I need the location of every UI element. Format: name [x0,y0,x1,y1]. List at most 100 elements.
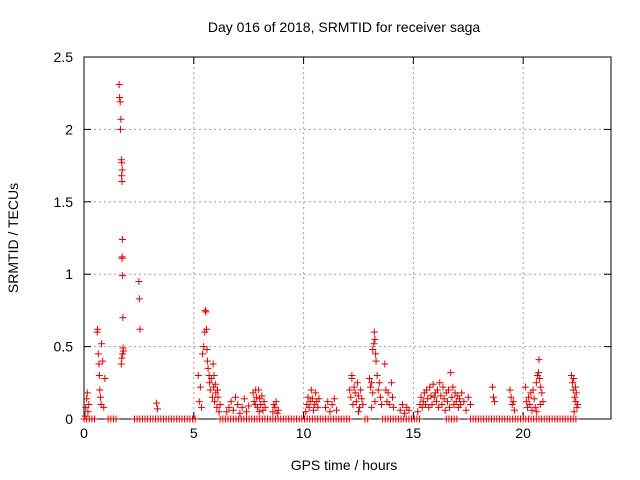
data-point [250,398,258,406]
data-point [117,115,125,123]
data-point [213,403,221,411]
data-point [535,356,543,364]
data-point [81,412,89,420]
data-point [574,401,582,409]
data-point [98,340,106,348]
grid-lines [84,57,611,419]
data-point [118,178,126,186]
x-axis-label: GPS time / hours [291,457,398,473]
data-point [375,379,383,387]
data-point [381,360,389,368]
data-point [371,335,379,343]
data-point [135,277,143,285]
data-point [196,383,204,391]
data-point [117,360,125,368]
data-point [309,406,317,414]
data-point [136,325,144,333]
data-point [225,403,233,411]
data-point [118,166,126,174]
data-point [234,401,242,409]
data-point [201,306,209,314]
data-point [356,403,364,411]
axis-ticks: 0 5 10 15 20 0 0.5 1 1.5 2 2.5 [54,49,611,441]
data-point [536,401,544,409]
data-point [414,408,422,416]
data-point [269,408,277,416]
data-point [429,380,437,388]
data-point [258,392,266,400]
data-point [346,386,354,394]
data-point [94,325,102,333]
data-point [372,357,380,365]
y-tick-label: 2 [65,121,73,137]
data-point [99,357,107,365]
data-point [455,395,463,403]
data-point [245,402,253,410]
data-point [210,383,218,391]
data-point [425,403,433,411]
data-point [535,369,543,377]
data-point [423,386,431,394]
data-point [464,393,472,401]
data-point [118,159,126,167]
data-point [215,408,223,416]
data-point [378,401,386,409]
data-point [453,415,461,423]
data-point [242,408,250,416]
data-point [405,406,413,414]
data-point [532,379,540,387]
data-point [212,389,220,397]
data-point [432,398,440,406]
data-point [82,403,90,411]
data-point [389,393,397,401]
data-point [367,383,375,391]
x-tick-label: 0 [80,425,88,441]
data-point [521,383,529,391]
data-point [374,386,382,394]
data-point [307,386,315,394]
data-point [364,415,372,423]
data-point [326,408,334,416]
data-point [506,386,514,394]
data-point [530,395,538,403]
data-point [116,98,124,106]
data-point [508,401,516,409]
data-point [119,314,127,322]
data-point [96,386,104,394]
data-point [348,372,356,380]
data-point [570,374,578,382]
data-point [426,383,434,391]
data-point [365,374,373,382]
data-point [466,401,474,409]
data-point [214,386,222,394]
data-point [507,393,515,401]
data-point [101,374,109,382]
data-point [488,383,496,391]
data-point [434,386,442,394]
data-point [209,360,217,368]
data-point [206,379,214,387]
data-point [531,403,539,411]
data-point [351,389,359,397]
data-point [439,383,447,391]
data-point [95,360,103,368]
data-point [510,406,518,414]
data-point [369,389,377,397]
data-point [385,401,393,409]
data-point [308,395,316,403]
data-point [421,401,429,409]
data-point [204,364,212,372]
data-point [238,403,246,411]
data-point [572,398,580,406]
data-point [529,386,537,394]
data-point [83,389,91,397]
data-point [315,395,323,403]
data-points [80,81,582,423]
data-point [416,415,424,423]
data-point [260,398,268,406]
data-point [447,369,455,377]
data-point [96,393,104,401]
data-point [448,393,456,401]
data-point [354,392,362,400]
data-point [417,393,425,401]
